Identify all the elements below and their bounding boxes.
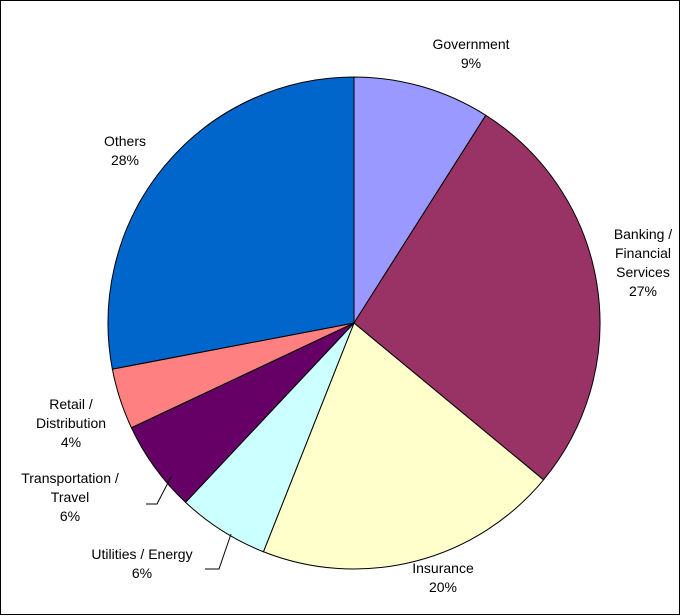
data-label-line: 6% [132,565,152,581]
data-label-line: Financial [615,245,671,261]
data-label-retail-distribution: Retail / Distribution 4% [36,396,106,450]
data-label-line: Transportation / [21,470,119,486]
data-label-line: Travel [51,489,89,505]
data-label-line: Insurance [412,560,474,576]
data-label-transportation-travel: Transportation / Travel 6% [21,470,119,524]
pie-slice-banking-financial-services [353,114,601,481]
data-label-banking-financial-services: Banking / Financial Services 27% [614,226,672,299]
data-label-line: 28% [111,152,139,168]
data-label-line: Services [616,264,670,280]
data-label-line: 27% [629,283,657,299]
data-label-line: Utilities / Energy [91,546,192,562]
data-label-line: 4% [61,434,81,450]
data-label-line: 6% [60,508,80,524]
data-label-line: Distribution [36,415,106,431]
data-label-insurance: Insurance 20% [412,560,474,595]
data-label-line: Banking / [614,226,672,242]
data-label-line: Others [104,133,146,149]
data-label-government: Government 9% [432,36,509,71]
data-label-line: 20% [429,579,457,595]
data-label-line: Retail / [49,396,93,412]
leader-line-utilities-energy [205,533,232,570]
data-label-others: Others 28% [104,133,146,168]
pie-slice-insurance [262,322,545,570]
data-label-line: 9% [461,55,481,71]
pie-slice-government [353,76,487,324]
pie-slice-others [107,76,355,370]
leader-line-transportation-travel [146,476,172,505]
data-label-line: Government [432,36,509,52]
data-label-utilities-energy: Utilities / Energy 6% [91,546,192,581]
